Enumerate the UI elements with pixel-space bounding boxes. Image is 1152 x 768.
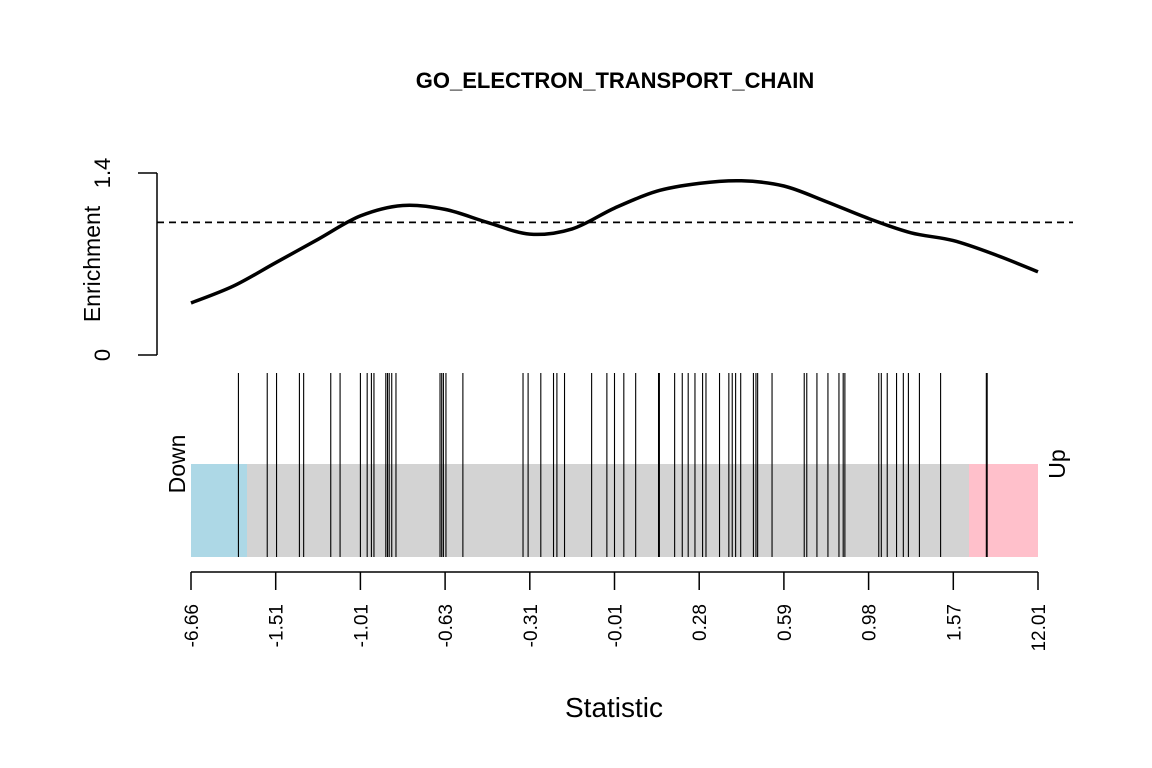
- x-tick-label-4: -0.31: [521, 604, 542, 647]
- enrichment-curve: [190, 178, 1039, 305]
- x-tick-label-2: -1.01: [351, 604, 372, 647]
- x-axis: -6.66 -1.51 -1.01 -0.63 -0.31 -0.01 0.28 0.59 0.…: [182, 571, 1050, 652]
- x-tick-label-0: -6.66: [182, 604, 203, 647]
- x-tick-label-3: -0.63: [436, 604, 457, 647]
- chart-title: GO_ELECTRON_TRANSPORT_CHAIN: [416, 68, 814, 93]
- y-tick-label-max: 1.4: [90, 158, 115, 189]
- y-tick-label-min: 0: [90, 349, 115, 361]
- x-tick-label-5: -0.01: [606, 604, 627, 647]
- x-tick-label-10: 12.01: [1029, 604, 1050, 652]
- x-tick-label-8: 0.98: [860, 604, 881, 641]
- y-axis: 1.4 0 Enrichment: [79, 158, 158, 361]
- x-tick-label-6: 0.28: [690, 604, 711, 641]
- x-axis-label: Statistic: [565, 692, 663, 723]
- y-axis-label: Enrichment: [79, 205, 105, 322]
- x-tick-label-9: 1.57: [944, 604, 965, 641]
- x-tick-label-1: -1.51: [267, 604, 288, 647]
- barcode-lines: [237, 373, 988, 557]
- x-tick-label-7: 0.59: [775, 604, 796, 641]
- barcode-down-region: [191, 464, 247, 557]
- up-label: Up: [1044, 449, 1070, 478]
- down-label: Down: [164, 435, 190, 494]
- barcode-up-region: [969, 464, 1038, 557]
